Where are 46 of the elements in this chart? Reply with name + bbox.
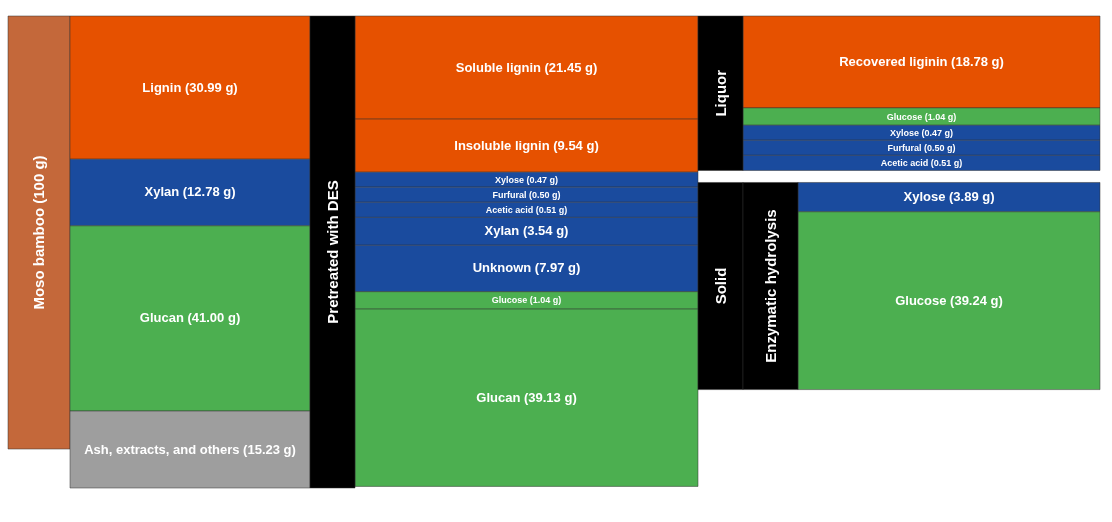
category-label: Glucose [491,295,528,306]
category-label: Ash, extracts, and others [84,441,240,457]
data-label: (3.54 g) [522,223,569,239]
data-label: (9.54 g) [553,137,599,153]
data-label: (12.78 g) [182,184,236,200]
data-label: (39.13 g) [523,389,577,405]
data-label: (41.00 g) [187,310,241,326]
text: Pretreated with DES [323,180,341,324]
category-label: Furfural [887,142,922,153]
data-label: (0.47 g) [921,127,954,138]
category-label: Insoluble lignin [454,137,550,153]
category-label: Recovered liginin [839,53,948,69]
category-label: Moso bamboo [30,207,47,310]
category-label: Soluble lignin [455,59,541,75]
category-label: Glucan [476,389,521,405]
category-label: Glucose [886,111,923,122]
data-label: (30.99 g) [184,79,238,95]
category-label: Xylose [889,127,920,138]
data-label: (100 g) [30,155,47,204]
data-label: (0.47 g) [526,174,559,185]
category-label: Acetic acid [485,204,534,215]
text: Enzymatic hydrolysis [761,209,779,363]
category-label: Glucose [895,292,947,308]
category-label: Lignin [142,79,182,95]
data-label: (0.51 g) [930,157,963,168]
data-label: (0.51 g) [535,204,568,215]
data-label: (7.97 g) [534,260,581,276]
category-label: Glucan [139,310,184,326]
category-label: Xylan [144,184,180,200]
text: Liquor [711,69,729,117]
category-label: Acetic acid [880,157,929,168]
category-label: Xylose [494,174,525,185]
data-label: (1.04 g) [924,111,957,122]
category-label: Xylose [903,189,946,205]
text: Solid [711,267,729,305]
data-label: (21.45 g) [544,59,598,75]
data-label: (0.50 g) [529,189,561,200]
category-label: Unknown [472,260,532,276]
data-label: (15.23 g) [243,441,296,457]
category-label: Xylan [484,223,520,239]
category-label: Furfural [492,189,527,200]
data-label: (0.50 g) [924,142,956,153]
data-label: (3.89 g) [949,189,995,205]
data-label: (1.04 g) [529,295,562,306]
data-label: (39.24 g) [950,292,1003,308]
data-label: (18.78 g) [951,53,1004,69]
